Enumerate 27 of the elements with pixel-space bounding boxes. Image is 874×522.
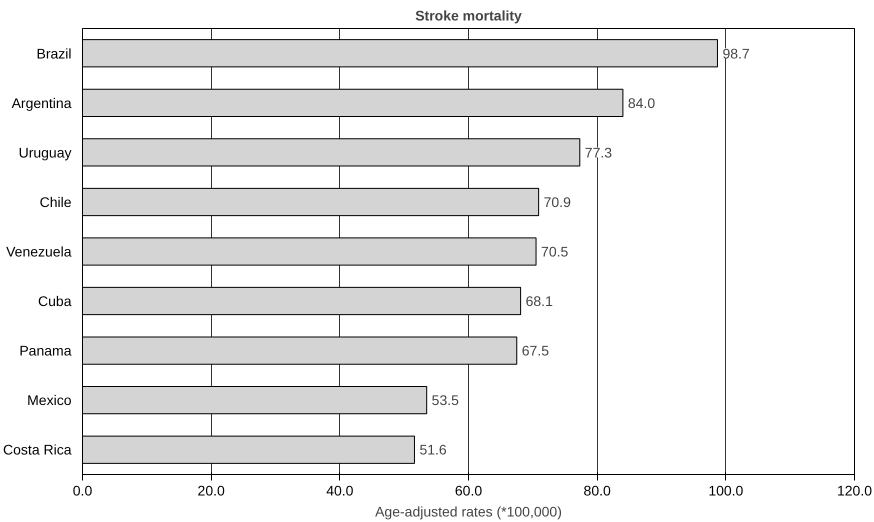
data-label: 51.6 bbox=[419, 442, 447, 458]
data-label: 77.3 bbox=[584, 144, 612, 160]
y-tick-label: Panama bbox=[19, 342, 72, 359]
chart-title: Stroke mortality bbox=[415, 8, 522, 24]
x-tick-label: 120.0 bbox=[836, 482, 872, 498]
y-tick-label: Chile bbox=[40, 194, 72, 210]
x-tick-label: 20.0 bbox=[198, 482, 226, 498]
y-tick-label: Mexico bbox=[27, 392, 72, 408]
x-tick-label: 0.0 bbox=[72, 482, 92, 498]
y-tick-label: Brazil bbox=[36, 45, 72, 62]
data-label: 70.9 bbox=[544, 194, 572, 210]
data-label: 98.7 bbox=[722, 45, 750, 62]
y-tick-label: Costa Rica bbox=[3, 442, 72, 458]
y-tick-label: Venezuela bbox=[6, 244, 72, 260]
x-tick-label: 100.0 bbox=[708, 482, 744, 498]
y-tick-label: Argentina bbox=[12, 94, 72, 111]
y-tick-label: Cuba bbox=[38, 293, 72, 310]
y-tick-label: Uruguay bbox=[18, 144, 72, 160]
x-tick-label: 40.0 bbox=[326, 482, 354, 498]
x-axis-title: Age-adjusted rates (*100,000) bbox=[375, 504, 562, 520]
data-label: 67.5 bbox=[522, 342, 550, 359]
data-label: 68.1 bbox=[526, 293, 554, 310]
data-label: 84.0 bbox=[628, 94, 656, 111]
data-label: 70.5 bbox=[541, 244, 569, 260]
x-tick-label: 80.0 bbox=[584, 482, 612, 498]
data-label: 53.5 bbox=[432, 392, 460, 408]
x-tick-label: 60.0 bbox=[454, 482, 482, 498]
